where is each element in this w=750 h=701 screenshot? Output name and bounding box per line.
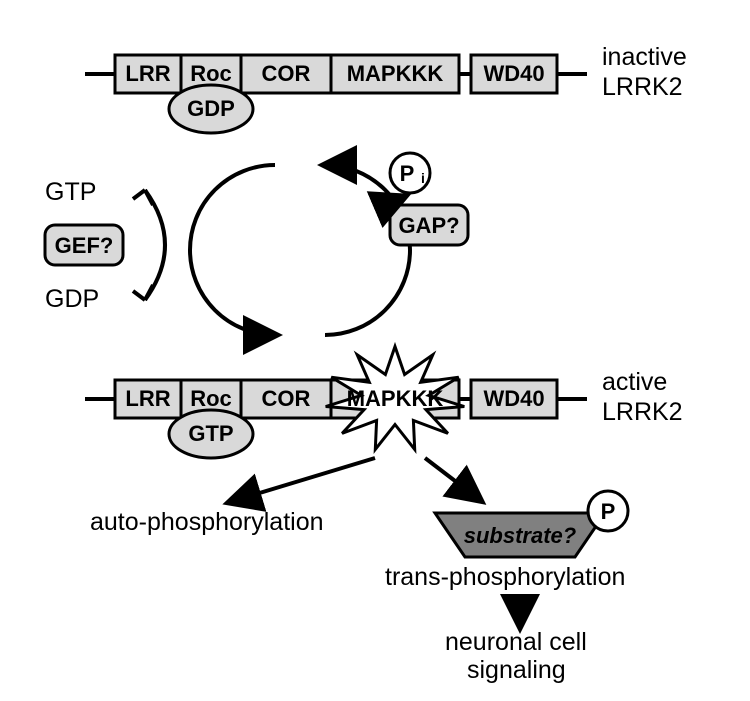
inactive-label-1: inactive <box>602 43 687 71</box>
pi-sub: i <box>421 170 425 186</box>
phospho-p: P <box>601 499 616 524</box>
trans-label: trans-phosphorylation <box>385 563 625 591</box>
inactive-label-2: LRRK2 <box>602 73 683 101</box>
domain-label: LRR <box>125 61 170 86</box>
signal-1: neuronal cell <box>445 628 587 656</box>
cycle-arrow-left <box>190 165 275 335</box>
domain-label: MAPKKK <box>347 386 444 411</box>
domain-label: WD40 <box>483 61 544 86</box>
active-label-1: active <box>602 368 667 396</box>
auto-label: auto-phosphorylation <box>90 508 324 536</box>
domain-label: Roc <box>190 61 232 86</box>
domain-label: MAPKKK <box>347 61 444 86</box>
gef-ah1 <box>133 190 153 205</box>
domain-label: COR <box>262 386 311 411</box>
nucleotide-label: GDP <box>187 96 235 121</box>
arrow-to-auto <box>230 458 375 502</box>
pi-p: P <box>400 161 415 186</box>
domain-label: WD40 <box>483 386 544 411</box>
substrate-label: substrate? <box>464 523 576 548</box>
gef-ah2 <box>133 285 153 300</box>
gap-label: GAP? <box>398 213 459 238</box>
gdp-label: GDP <box>45 285 99 313</box>
signal-2: signaling <box>467 656 566 684</box>
arrow-to-substrate <box>425 458 480 500</box>
gef-label: GEF? <box>55 233 114 258</box>
domain-label: Roc <box>190 386 232 411</box>
nucleotide-label: GTP <box>188 421 233 446</box>
cycle-arrow-right <box>325 165 410 335</box>
domain-label: COR <box>262 61 311 86</box>
active-label-2: LRRK2 <box>602 398 683 426</box>
diagram-canvas: LRR Roc COR MAPKKK WD40 GDP LRR Roc COR MAPKKK WD4… <box>0 0 750 701</box>
domain-label: LRR <box>125 386 170 411</box>
gef-curve <box>145 190 165 300</box>
gtp-label: GTP <box>45 178 96 206</box>
